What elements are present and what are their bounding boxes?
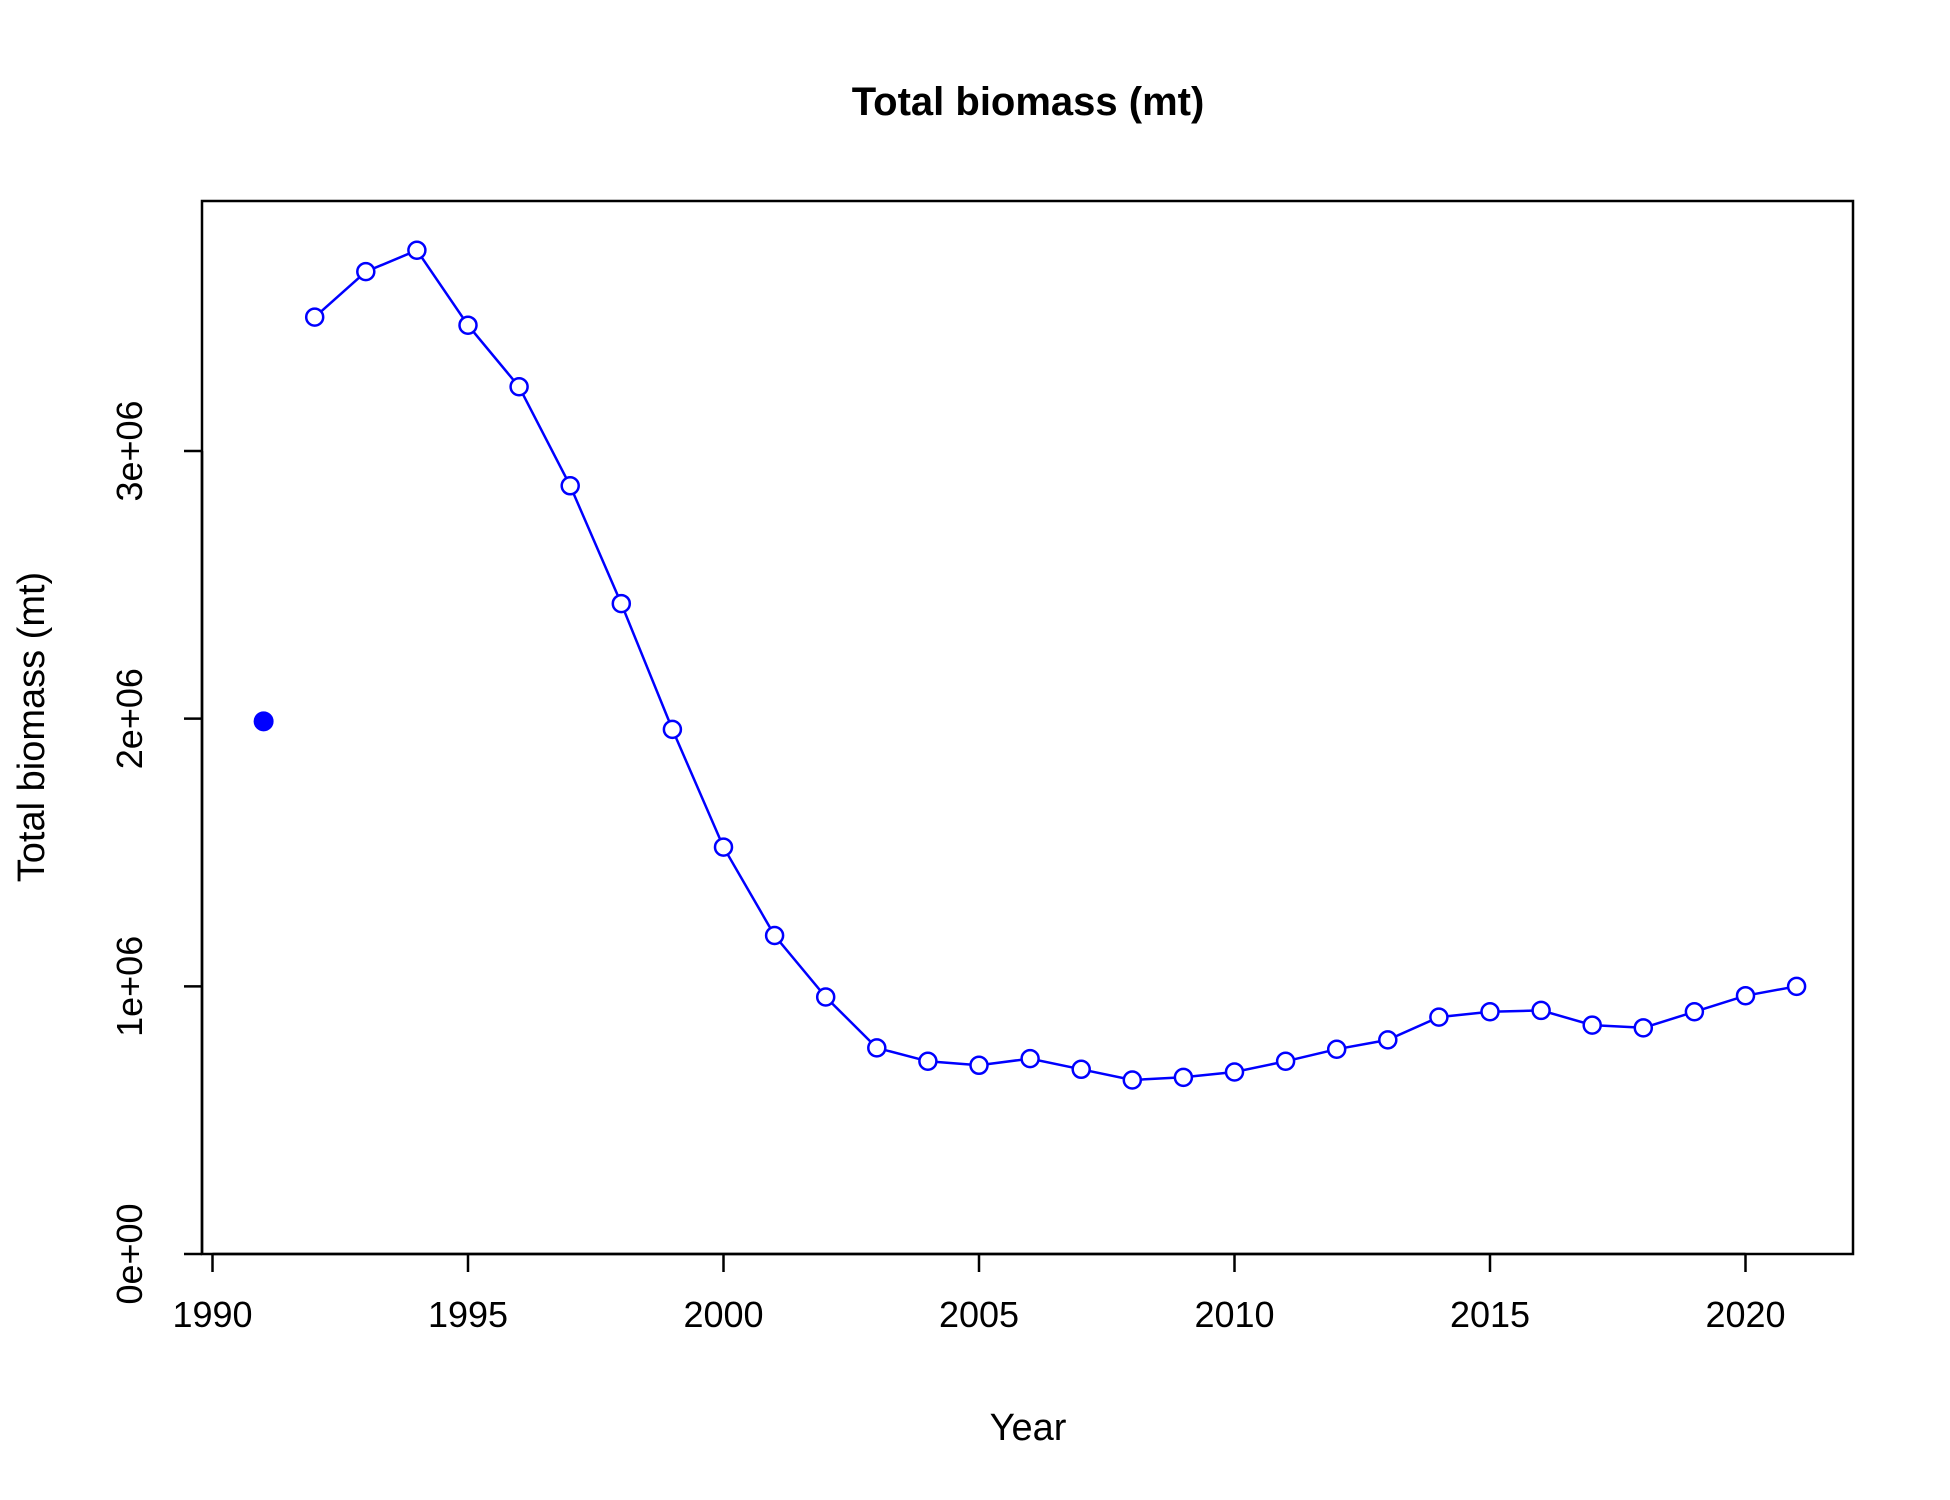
data-point xyxy=(458,315,478,335)
data-point xyxy=(1020,1048,1040,1069)
y-tick-label: 1e+06 xyxy=(109,936,150,1037)
data-point xyxy=(764,925,785,946)
data-point xyxy=(1224,1062,1245,1082)
data-point xyxy=(1071,1059,1091,1080)
data-point xyxy=(1735,985,1756,1006)
y-tick-label: 0e+00 xyxy=(109,1203,150,1304)
data-point xyxy=(509,377,529,397)
data-point xyxy=(662,719,683,740)
data-point xyxy=(1429,1007,1449,1027)
data-point xyxy=(1684,1002,1705,1022)
x-tick-label: 2015 xyxy=(1450,1294,1530,1335)
x-tick-label: 2010 xyxy=(1194,1294,1274,1335)
data-point xyxy=(1531,1000,1551,1021)
data-point xyxy=(918,1051,938,1072)
y-tick-label: 2e+06 xyxy=(109,668,150,769)
data-point xyxy=(611,593,632,614)
data-point xyxy=(1378,1030,1398,1050)
data-point xyxy=(1275,1051,1296,1072)
series-line xyxy=(313,248,1797,1082)
data-point xyxy=(1122,1070,1143,1090)
x-axis: 1990 1995 2000 2005 2010 2015 2020 xyxy=(172,1252,1786,1335)
y-tick-label: 3e+06 xyxy=(109,400,150,501)
y-axis-label: Total biomass (mt) xyxy=(11,572,53,882)
x-tick-label: 2000 xyxy=(683,1294,763,1335)
data-point xyxy=(407,240,427,260)
data-point xyxy=(1633,1018,1654,1038)
x-axis-label: Year xyxy=(990,1407,1067,1449)
data-point xyxy=(815,987,836,1007)
data-point xyxy=(1326,1039,1347,1059)
data-point xyxy=(969,1055,989,1076)
data-point xyxy=(713,837,734,857)
initial-point xyxy=(253,711,274,732)
chart-title: Total biomass (mt) xyxy=(852,80,1205,124)
data-point xyxy=(1480,1002,1500,1022)
x-tick-label: 2005 xyxy=(939,1294,1019,1335)
x-tick-label: 1995 xyxy=(428,1294,508,1335)
data-point xyxy=(560,476,580,496)
data-point xyxy=(304,307,325,327)
series-marks xyxy=(253,240,1807,1090)
data-point xyxy=(1786,976,1807,997)
data-point xyxy=(1582,1015,1602,1035)
y-axis: 0e+00 1e+06 2e+06 3e+06 xyxy=(109,400,204,1305)
data-point xyxy=(1173,1067,1194,1088)
plot-frame xyxy=(200,199,1855,1256)
data-point xyxy=(356,261,376,282)
x-tick-label: 2020 xyxy=(1705,1294,1785,1335)
x-tick-label: 1990 xyxy=(172,1294,252,1335)
data-point xyxy=(867,1038,887,1058)
